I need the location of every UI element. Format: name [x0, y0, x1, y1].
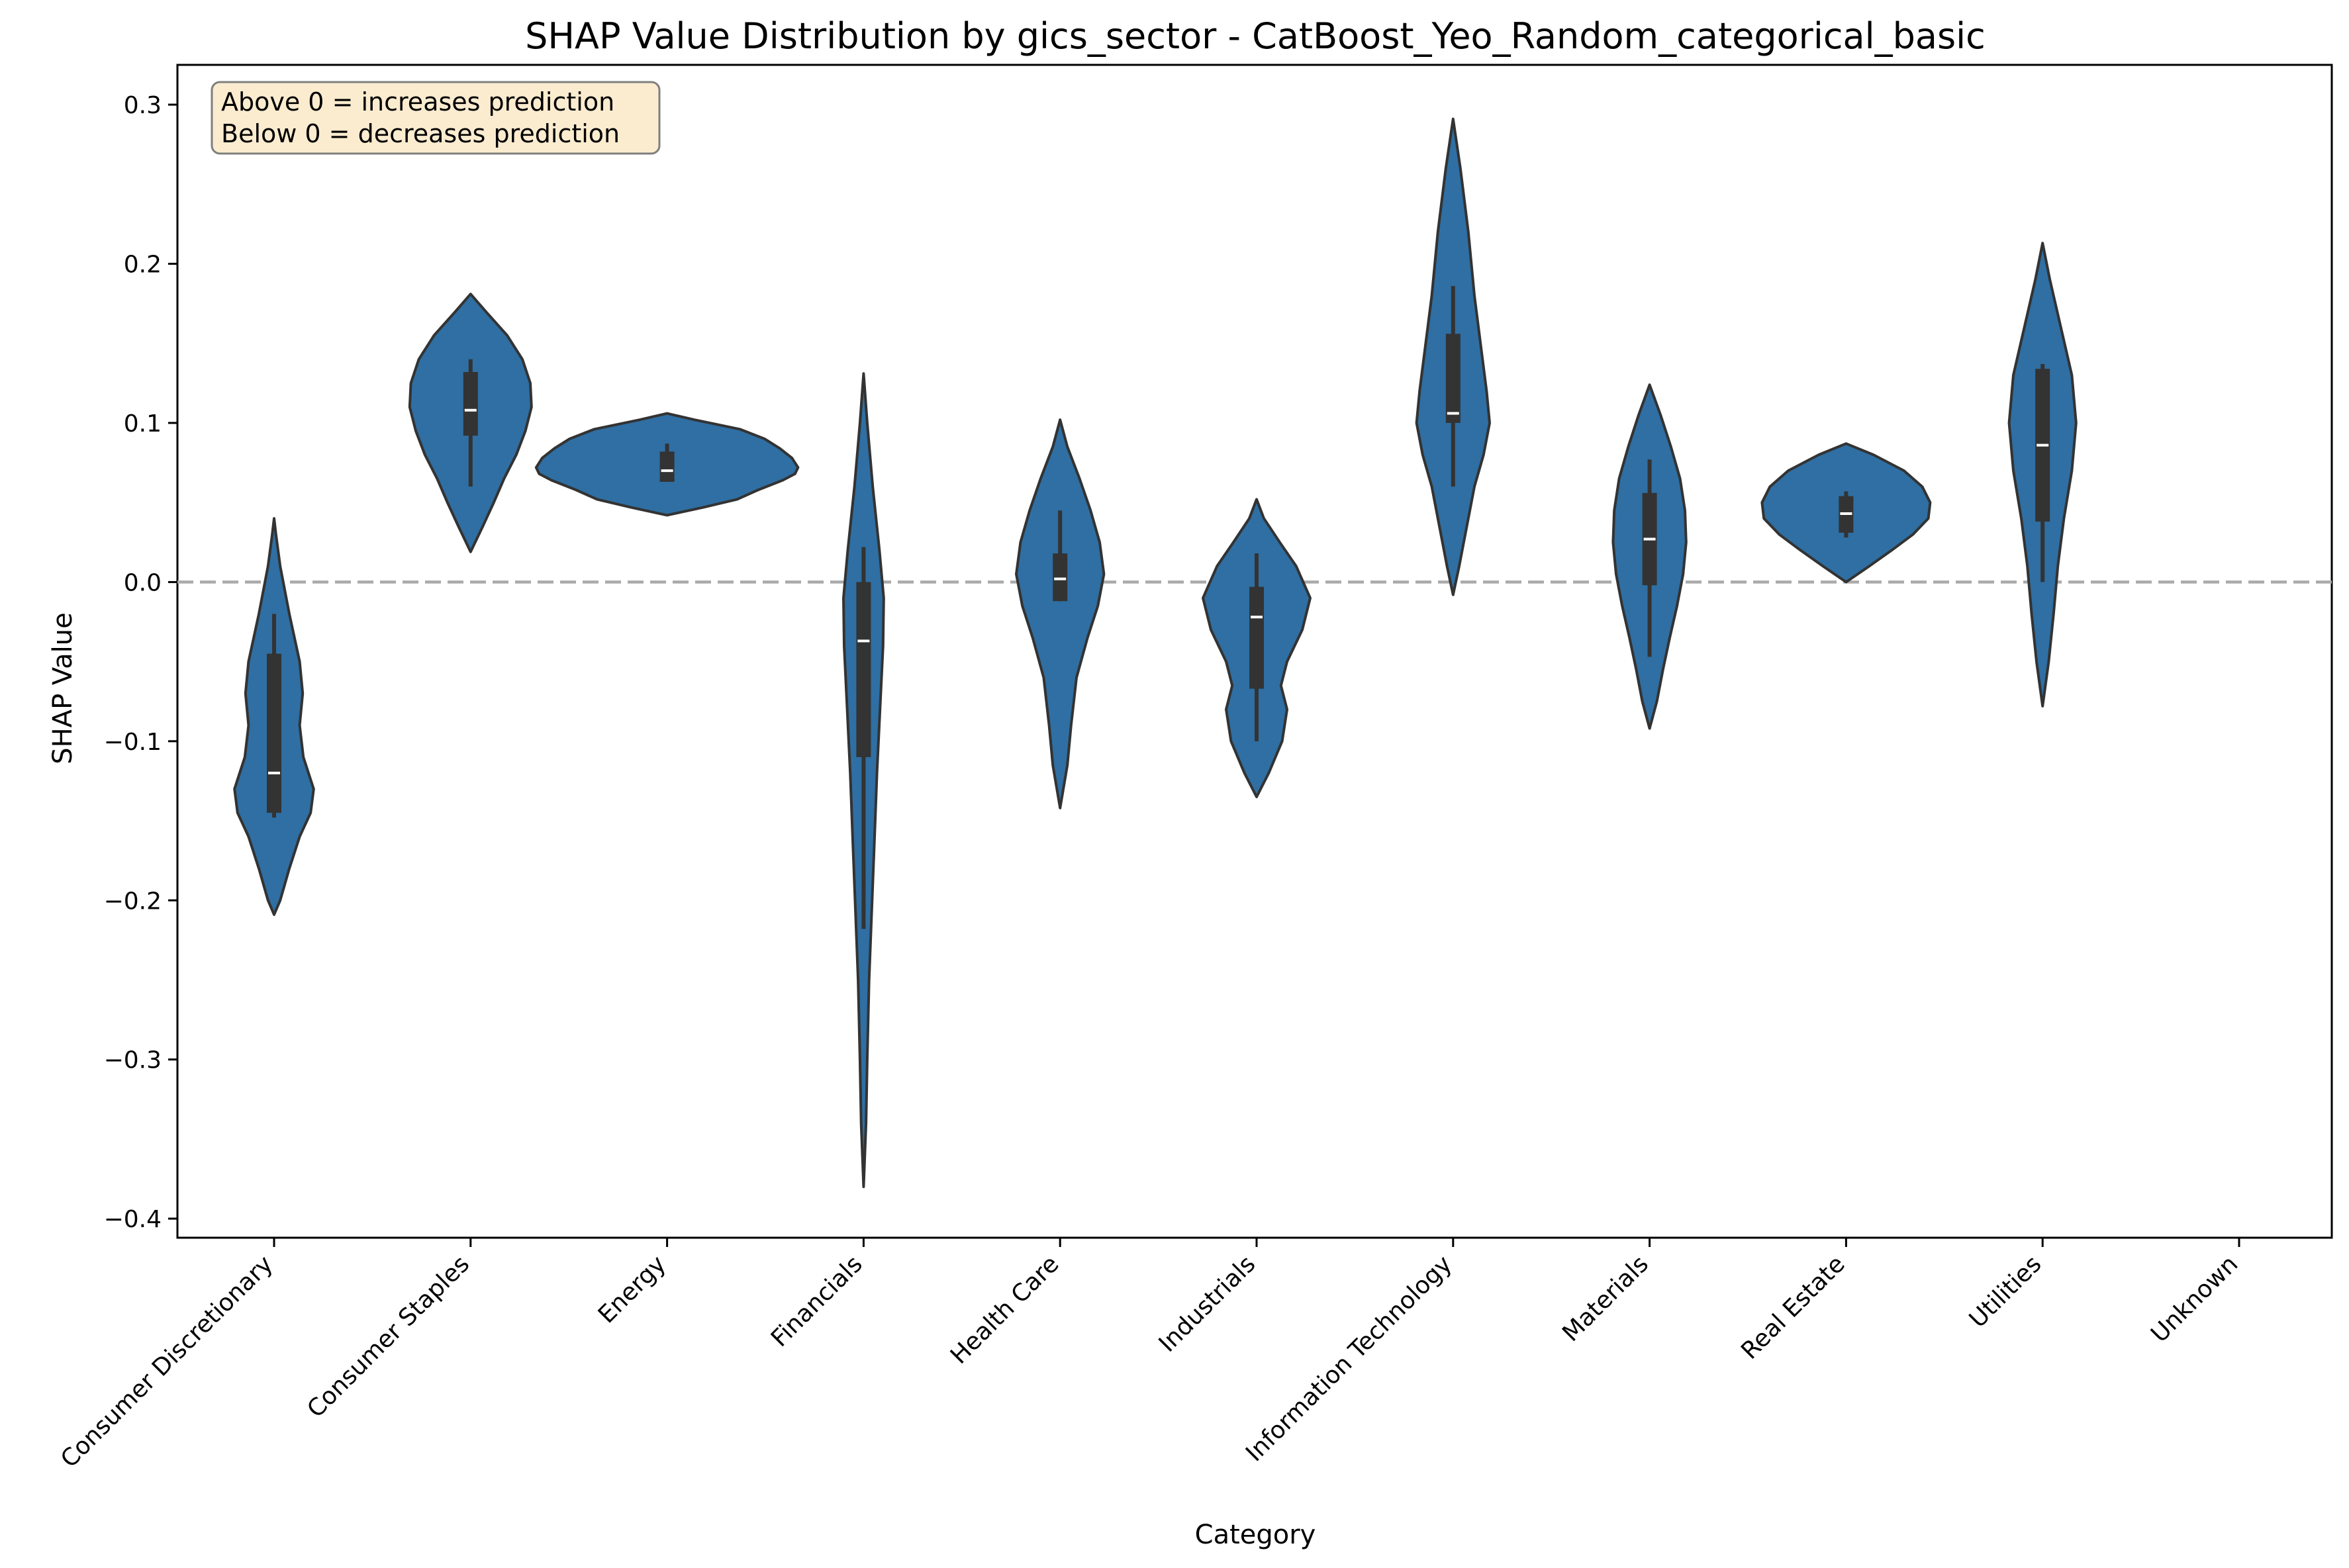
y-tick-label: −0.1	[104, 729, 162, 756]
violin-iqr-box	[463, 372, 478, 436]
y-tick-label: −0.3	[104, 1047, 162, 1074]
x-tick-label: Consumer Discretionary	[56, 1250, 278, 1473]
violin	[2007, 242, 2078, 708]
x-axis-label: Category	[1195, 1520, 1316, 1550]
violin-iqr-box	[1053, 553, 1068, 602]
violin	[1611, 383, 1688, 730]
annotation-background	[211, 81, 661, 155]
x-tick-label: Unknown	[2146, 1250, 2243, 1348]
y-tick-label: −0.4	[104, 1206, 162, 1233]
x-tick-label: Information Technology	[1241, 1250, 1457, 1467]
x-tick-label: Industrials	[1154, 1250, 1261, 1358]
violin-body	[1015, 418, 1106, 809]
violin	[1015, 418, 1106, 809]
annotation-line-2: Below 0 = decreases prediction	[221, 119, 620, 148]
x-tick-label: Utilities	[1964, 1250, 2047, 1333]
x-tick-label: Health Care	[945, 1250, 1065, 1369]
violin-iqr-box	[1249, 586, 1264, 689]
violin-iqr-box	[856, 582, 871, 757]
y-tick-label: 0.1	[124, 410, 162, 438]
violin	[534, 412, 800, 517]
violin	[1415, 117, 1491, 596]
x-tick-label: Financials	[766, 1250, 868, 1352]
y-tick-label: −0.2	[104, 888, 162, 915]
y-axis: 0.3 0.2 0.1 0.0 −0.1 −0.2 −0.3 −0.4	[104, 92, 177, 1233]
annotation-box: Above 0 = increases prediction Below 0 =…	[211, 81, 661, 155]
violin	[408, 293, 533, 553]
violin-iqr-box	[267, 653, 281, 813]
y-tick-label: 0.3	[124, 92, 162, 119]
x-tick-label: Consumer Staples	[302, 1250, 475, 1423]
violin	[1202, 498, 1312, 798]
y-tick-label: 0.2	[124, 252, 162, 279]
x-tick-label: Materials	[1557, 1250, 1654, 1347]
violin	[842, 372, 885, 1189]
y-axis-label: SHAP Value	[48, 612, 78, 764]
plot-area	[176, 64, 2333, 1239]
axes-frame	[176, 64, 2333, 1239]
chart-title: SHAP Value Distribution by gics_sector -…	[525, 15, 1986, 57]
annotation-line-1: Above 0 = increases prediction	[221, 87, 614, 116]
x-axis: Consumer Discretionary Consumer Staples En…	[56, 1238, 2243, 1473]
y-tick-label: 0.0	[124, 569, 162, 596]
x-tick-label: Real Estate	[1736, 1250, 1850, 1365]
violin-iqr-box	[1445, 334, 1461, 423]
x-tick-label: Energy	[593, 1250, 671, 1328]
violin	[233, 517, 315, 916]
violin	[1760, 442, 1932, 584]
violin-iqr-box	[659, 451, 675, 482]
